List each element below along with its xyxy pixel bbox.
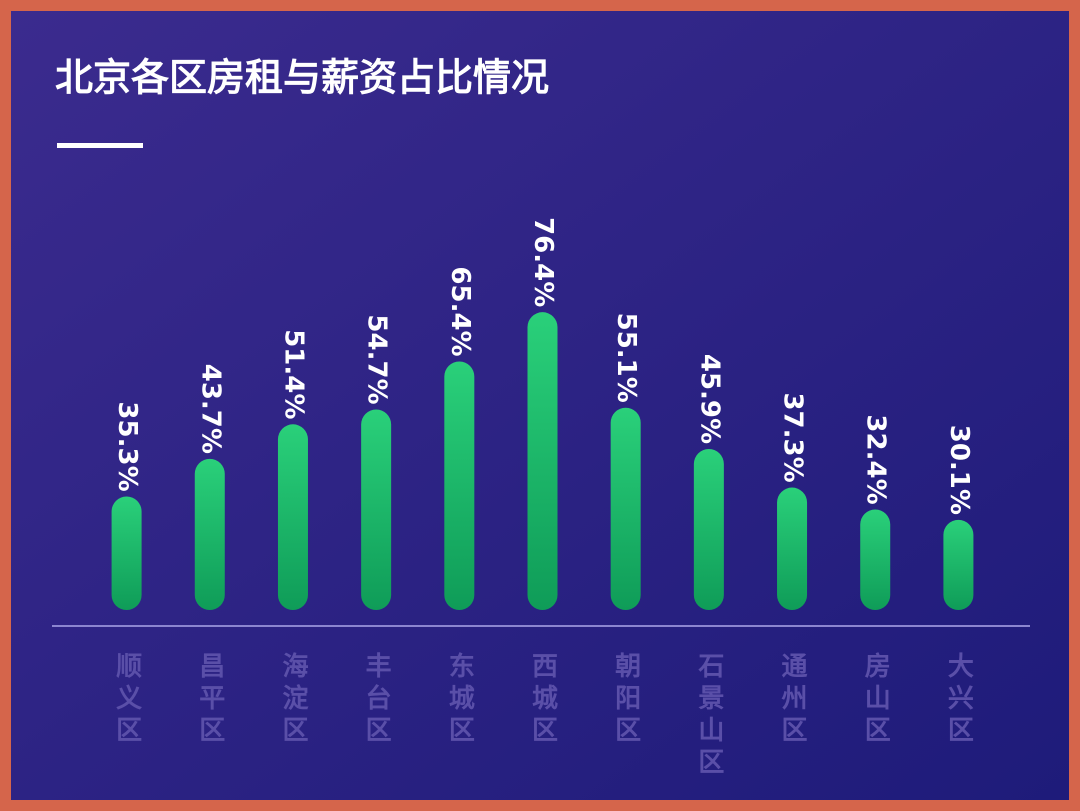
value-label: 30.1% [944, 425, 974, 515]
value-label: 35.3% [112, 401, 142, 491]
bar [777, 487, 808, 610]
bar [111, 496, 142, 610]
value-label: 45.9% [694, 354, 724, 444]
x-tick-label: 海淀区 [278, 652, 308, 748]
bar [693, 448, 724, 610]
x-tick-label: 房山区 [860, 652, 890, 748]
title-underline [57, 143, 143, 148]
x-tick-label: 西城区 [528, 652, 558, 748]
value-label: 43.7% [195, 364, 225, 454]
value-label: 32.4% [861, 414, 891, 504]
value-label: 65.4% [445, 266, 475, 356]
bar [860, 509, 891, 610]
bar [361, 409, 392, 610]
x-tick-label: 通州区 [777, 652, 807, 748]
x-tick-label: 朝阳区 [611, 651, 641, 748]
x-tick-label: 顺义区 [112, 652, 142, 748]
bar [610, 407, 641, 610]
x-tick-label: 大兴区 [943, 652, 973, 748]
bar [194, 458, 225, 610]
bar [277, 424, 308, 610]
value-label: 55.1% [611, 313, 641, 403]
x-tick-label: 昌平区 [195, 652, 225, 748]
value-label: 76.4% [528, 217, 558, 307]
value-label: 54.7% [362, 314, 392, 404]
value-label: 51.4% [278, 329, 308, 419]
chart-title: 北京各区房租与薪资占比情况 [55, 56, 549, 100]
x-tick-label: 东城区 [444, 651, 474, 748]
x-tick-label: 石景山区 [694, 652, 725, 780]
bar [444, 361, 475, 610]
bar [527, 312, 558, 610]
x-tick-label: 丰台区 [361, 652, 391, 748]
value-label: 37.3% [778, 392, 808, 482]
bar [943, 519, 974, 610]
